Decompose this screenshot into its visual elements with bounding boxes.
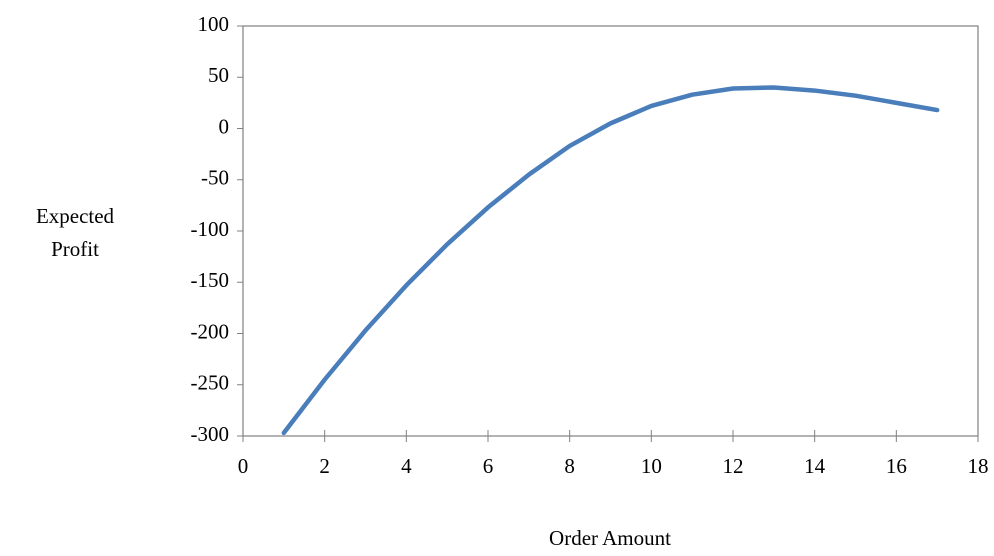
y-tick-label: 0	[219, 114, 230, 138]
y-tick-label: 100	[198, 12, 230, 36]
plot-frame	[242, 25, 979, 437]
x-tick-label: 8	[564, 454, 575, 478]
x-tick-label: 18	[968, 454, 989, 478]
x-tick-label: 4	[401, 454, 412, 478]
line-series	[281, 85, 940, 436]
y-tick-label: -100	[191, 217, 230, 241]
x-tick-label: 14	[804, 454, 826, 478]
y-tick-label: -300	[191, 422, 230, 446]
y-tick-label: -250	[191, 371, 230, 395]
y-axis-label: Expected Profit	[35, 204, 115, 261]
x-tick-label: 0	[238, 454, 249, 478]
x-tick-label: 6	[483, 454, 494, 478]
y-tick-label: 50	[208, 63, 229, 87]
x-axis-label: Order Amount	[549, 526, 671, 550]
y-tick-label: -200	[191, 319, 230, 343]
x-tick-label: 12	[723, 454, 744, 478]
x-tick-label: 16	[886, 454, 907, 478]
x-tick-label: 10	[641, 454, 662, 478]
x-tick-label: 2	[319, 454, 330, 478]
y-tick-label: -50	[201, 166, 229, 190]
y-tick-label: -150	[191, 268, 230, 292]
